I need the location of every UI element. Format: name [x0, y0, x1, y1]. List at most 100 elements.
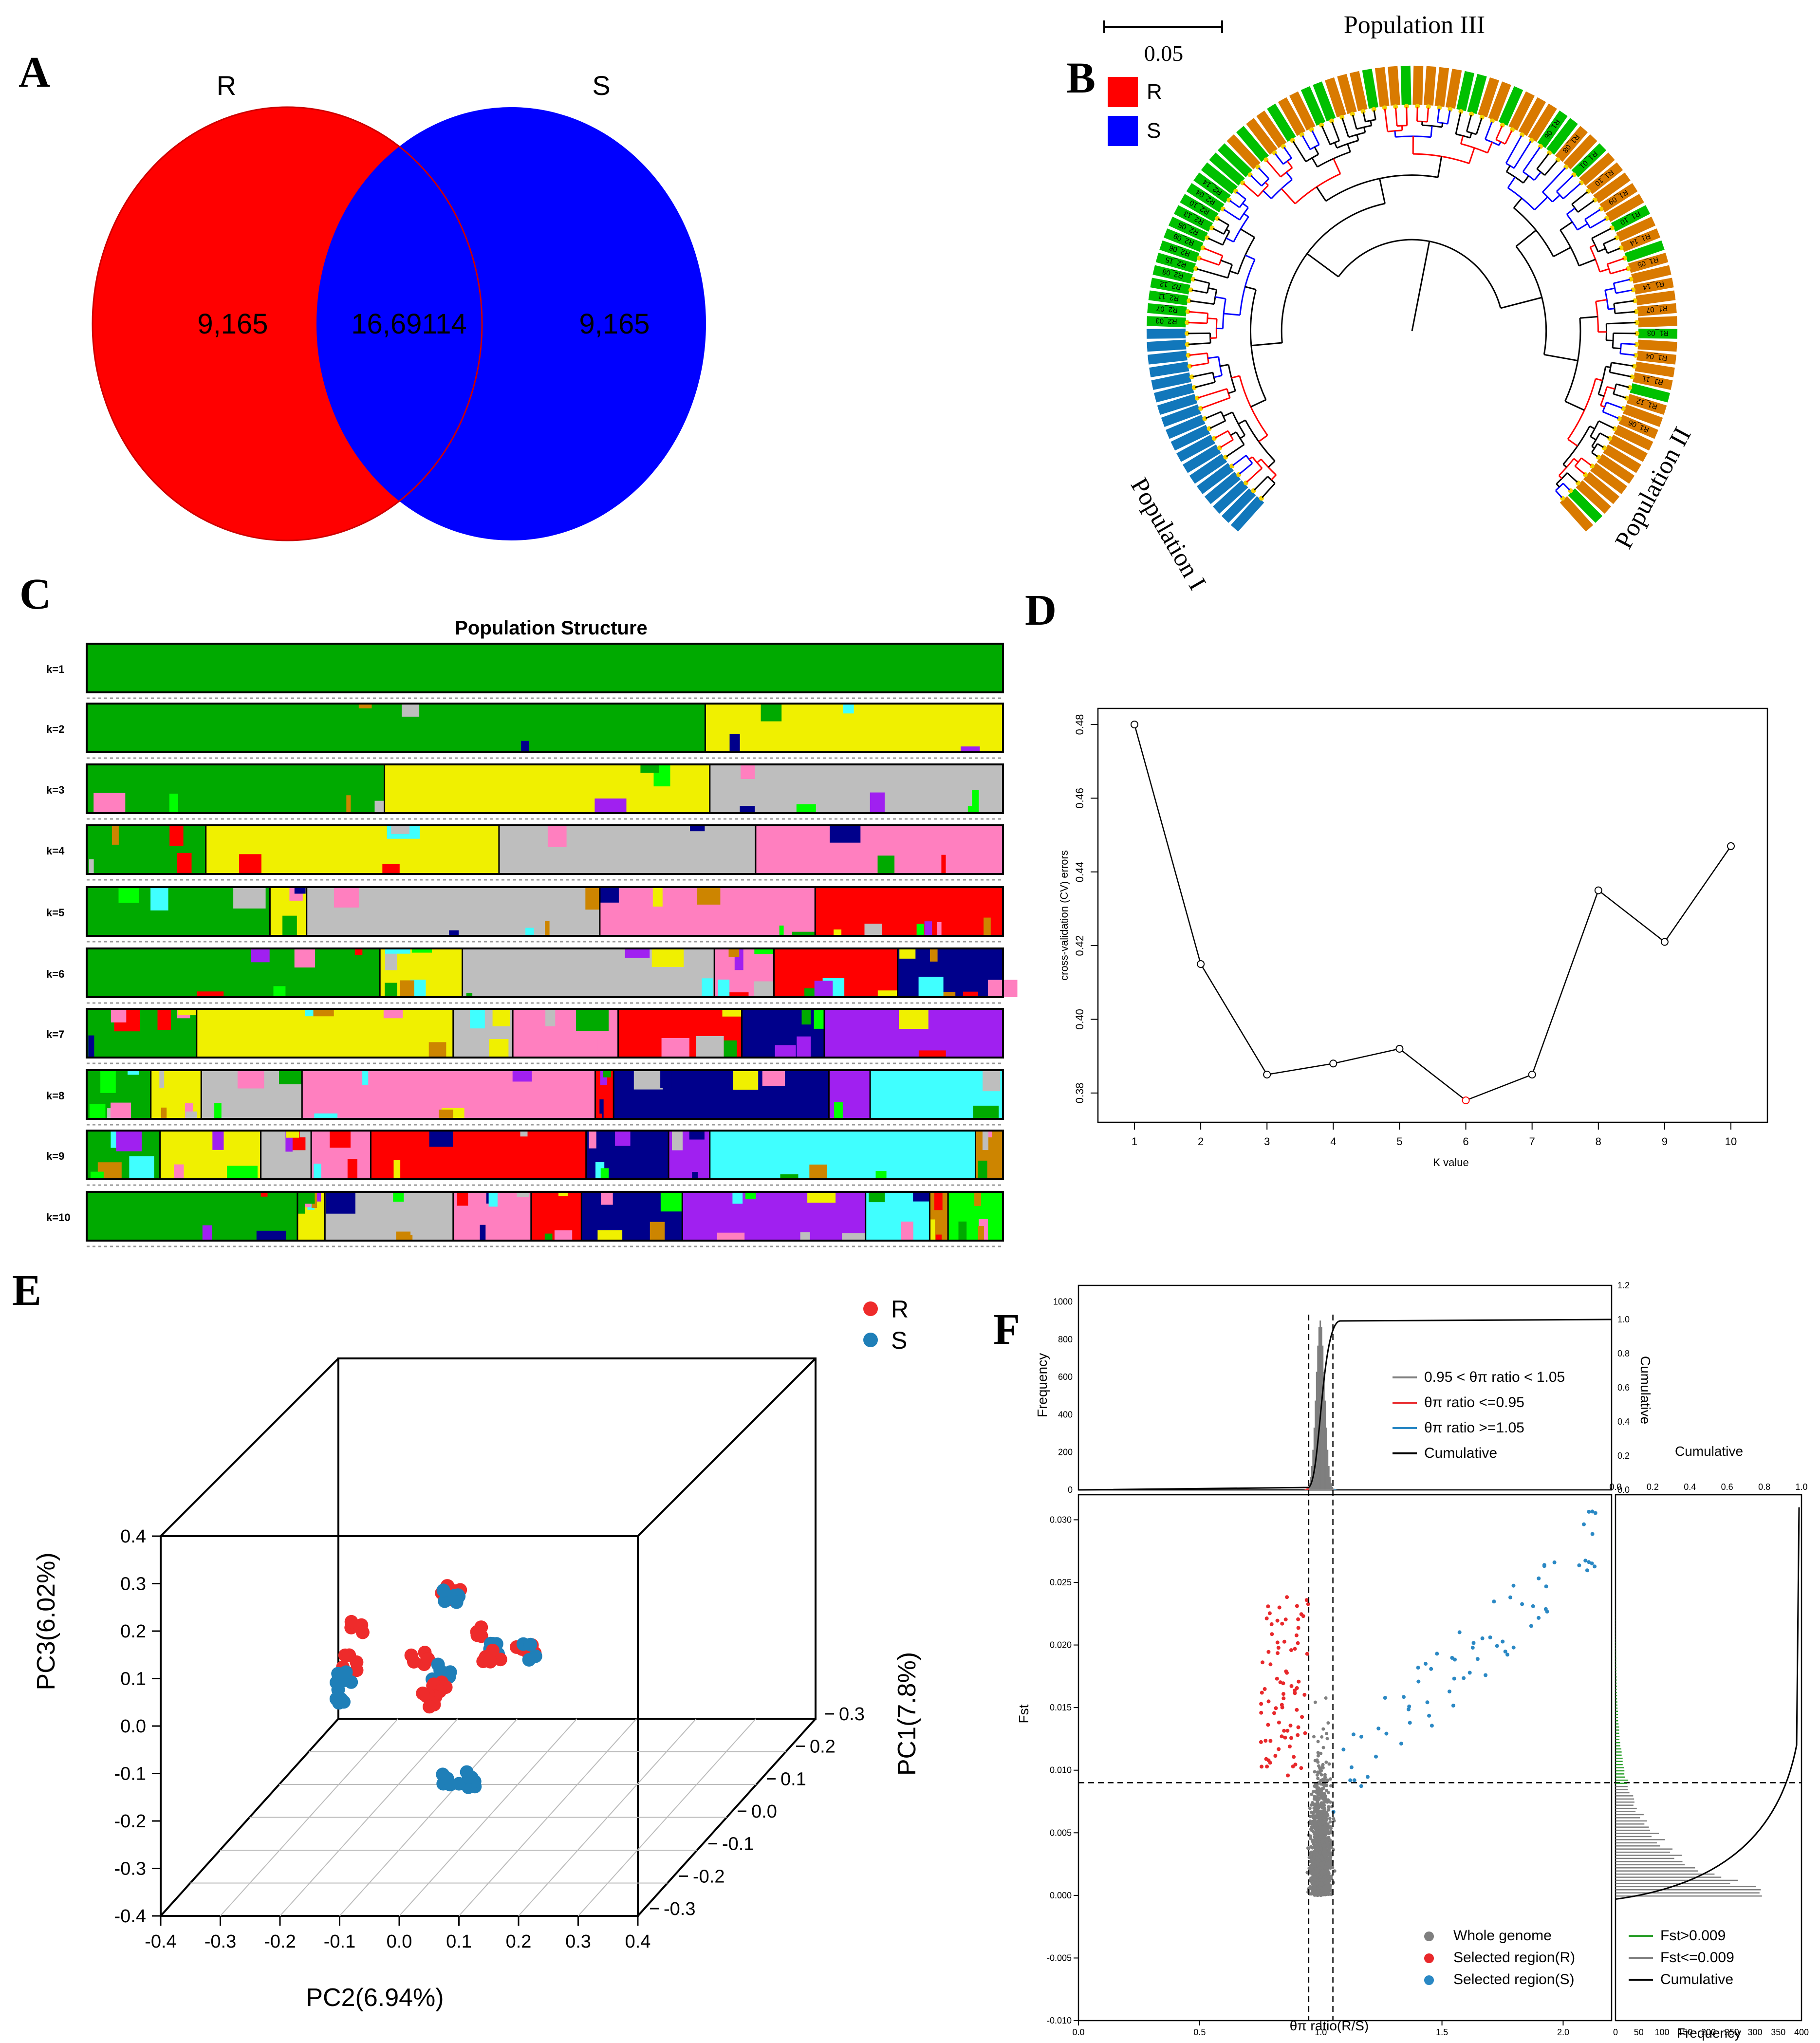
tree-branch [1566, 207, 1576, 215]
pca-xtick-label: 0.4 [625, 1932, 651, 1952]
sel-point-r [1303, 1731, 1307, 1735]
tree-tip-label [1593, 172, 1631, 204]
top-hist-bar [1306, 1488, 1308, 1490]
tree-tip-node [1189, 374, 1194, 380]
right-hist-bar [1616, 1883, 1730, 1884]
structure-row-label: k=1 [46, 663, 64, 675]
pca-cube-edge [637, 1357, 817, 1537]
sel-point-r [1274, 1706, 1278, 1710]
structure-row-frame [86, 1191, 1004, 1242]
pca-point [416, 1686, 430, 1700]
structure-admix [801, 1009, 811, 1025]
tree-branch [1606, 386, 1616, 390]
pca-point [421, 1652, 435, 1666]
tree-tip-label [1400, 65, 1411, 105]
tree-tip-label [1633, 372, 1673, 390]
structure-admix [600, 1168, 609, 1179]
pca-ztick-label: -0.1 [722, 1834, 754, 1855]
structure-admix [266, 1070, 281, 1083]
tree-branch [1609, 371, 1632, 378]
tree-arc [1515, 246, 1547, 355]
sel-ytick-label: 0.010 [1050, 1765, 1072, 1775]
tree-branch [1513, 141, 1532, 169]
tree-branch [1553, 246, 1571, 258]
structure-admix [697, 887, 721, 905]
structure-admix [521, 741, 529, 752]
right-hist-legend-label: Fst>0.009 [1660, 1928, 1726, 1944]
tree-tip-label [1624, 240, 1665, 262]
tree-branch [1301, 135, 1311, 150]
tree-scale-label: 0.05 [1144, 41, 1184, 66]
sel-point-whole [1313, 1820, 1317, 1823]
structure-admix [930, 1219, 935, 1241]
structure-segment [815, 887, 1003, 936]
sel-point-r [1281, 1696, 1286, 1701]
sel-point-whole [1332, 1817, 1336, 1820]
sel-point-r [1282, 1728, 1286, 1733]
tree-tip-label [1528, 103, 1557, 142]
sel-point-s [1425, 1700, 1430, 1705]
tree-branch [1552, 194, 1560, 203]
pca-xtick-label: -0.2 [264, 1932, 296, 1952]
tree-tip-label [1611, 205, 1651, 232]
right-hist-bar [1616, 1708, 1618, 1709]
pca-xtick-label: -0.4 [145, 1932, 176, 1952]
sel-point-whole [1329, 1831, 1333, 1835]
tree-branch [1188, 322, 1207, 324]
sel-point-whole [1328, 1838, 1332, 1842]
sel-point-s [1427, 1713, 1431, 1718]
tree-tip-label [1546, 118, 1578, 155]
pca-point [433, 1663, 447, 1677]
tree-tip-label [1579, 152, 1615, 186]
sel-point-r [1305, 1652, 1309, 1656]
sel-point-s [1457, 1630, 1462, 1634]
tree-tip-label [1193, 172, 1231, 204]
tree-tip-node [1191, 385, 1197, 390]
sel-point-s [1508, 1595, 1512, 1599]
sel-point-s [1484, 1673, 1488, 1677]
tree-tip-text: R2_11 [1157, 292, 1179, 303]
tree-branch [1505, 135, 1523, 164]
top-hist-bar [1332, 1486, 1334, 1490]
sel-point-s [1448, 1690, 1451, 1694]
right-hist-bar [1616, 1698, 1617, 1700]
tree-branch [1384, 109, 1389, 132]
tree-tip-label [1151, 372, 1191, 390]
right-hist-bar [1616, 1732, 1619, 1734]
structure-admix [520, 1131, 528, 1137]
right-hist-bar [1616, 1686, 1617, 1687]
tree-arc [1602, 243, 1608, 254]
structure-row-frame [86, 643, 1004, 693]
right-hist-bar [1616, 1742, 1620, 1744]
tree-tip-label [1637, 339, 1677, 352]
tree-branch [1612, 347, 1621, 350]
tree-tip-label [1209, 152, 1245, 186]
top-hist-bar [1307, 1486, 1309, 1490]
tree-tip-label [1603, 444, 1641, 473]
structure-admix [706, 825, 734, 844]
top-hist-bar [1316, 1372, 1318, 1490]
tree-branch [1253, 476, 1268, 491]
sel-point-r [1275, 1676, 1279, 1681]
tree-tip-node [1188, 287, 1193, 293]
sel-point-whole [1310, 1881, 1314, 1885]
tree-tip-label [1183, 444, 1221, 473]
tree-tip-label [1189, 454, 1227, 484]
sel-point-s [1488, 1635, 1492, 1639]
sel-point-r [1288, 1724, 1293, 1727]
pca-cube-edge [160, 1357, 339, 1537]
sel-point-s [1407, 1704, 1411, 1709]
pca-point [470, 1625, 484, 1639]
sel-point-r [1263, 1687, 1267, 1691]
sel-point-s [1503, 1650, 1507, 1653]
tree-branch [1610, 268, 1628, 275]
phylogenetic-tree: R1_06R1_08R1_01R1_10R1_09R1_10R1_14R1_05… [1146, 65, 1678, 532]
tree-branch [1607, 258, 1624, 265]
tree-branch [1238, 419, 1246, 425]
structure-admix [314, 1113, 338, 1119]
tree-branch [1198, 388, 1227, 399]
cv-point [1329, 1059, 1337, 1068]
structure-row-frame [86, 1069, 1004, 1120]
sel-point-whole [1313, 1823, 1317, 1827]
tree-legend-s-label: S [1147, 119, 1161, 143]
